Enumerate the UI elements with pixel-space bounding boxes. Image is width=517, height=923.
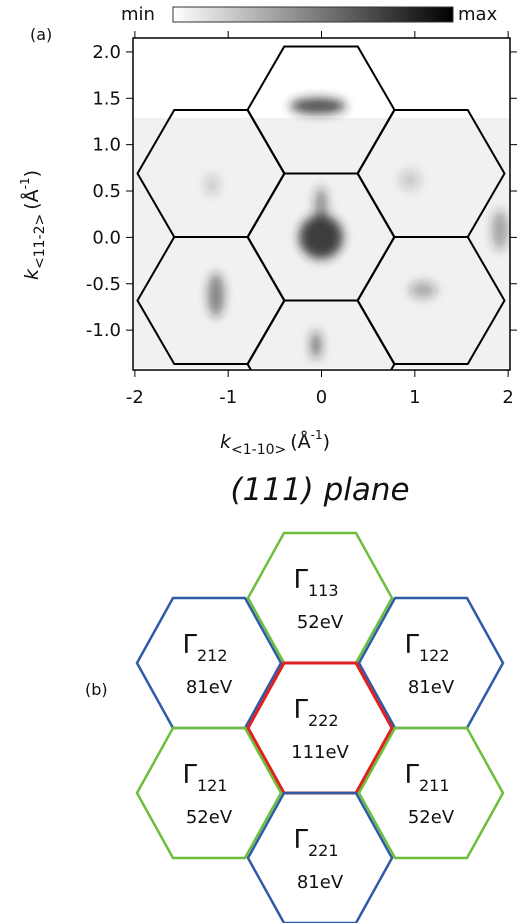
x-label-subscript: <1-10> bbox=[231, 442, 286, 458]
zone-index: 121 bbox=[197, 776, 228, 795]
zone-symbol: Γ bbox=[182, 760, 197, 790]
zone-hexagon bbox=[246, 791, 394, 923]
zone-symbol: Γ bbox=[404, 630, 419, 660]
zone-symbol: Γ bbox=[293, 565, 308, 595]
y-label-unit: (Å bbox=[20, 189, 43, 209]
zone-hexagon bbox=[135, 726, 283, 860]
x-tick-label: -2 bbox=[126, 387, 144, 408]
zone-diagram: Γ11352eVΓ21281eVΓ12281eVΓ222111eVΓ12152e… bbox=[135, 531, 505, 923]
zone-name: Γ221 bbox=[293, 825, 338, 860]
zone-index: 113 bbox=[308, 581, 339, 600]
x-label-symbol: k bbox=[220, 431, 232, 453]
chart-title: (111) plane bbox=[230, 472, 409, 508]
axes: -2 -1 0 1 2 2.0 1.5 1.0 0.5 0.0 -0.5 -1.0 bbox=[86, 31, 517, 408]
x-label-unit-close: ) bbox=[323, 431, 330, 453]
zone-energy: 81eV bbox=[186, 677, 233, 698]
zone-name: Γ211 bbox=[404, 760, 449, 795]
x-tick-label: 2 bbox=[502, 387, 513, 408]
zone-index: 221 bbox=[308, 841, 339, 860]
colorbar bbox=[172, 6, 454, 23]
x-tick-label: -1 bbox=[219, 387, 237, 408]
zone-hexagon bbox=[357, 726, 505, 860]
zone-index: 122 bbox=[419, 646, 450, 665]
zone-index: 222 bbox=[308, 711, 339, 730]
y-tick-label: 1.0 bbox=[92, 135, 121, 156]
zone-name: Γ113 bbox=[293, 565, 338, 600]
y-tick-label: 2.0 bbox=[92, 42, 121, 63]
zone-symbol: Γ bbox=[182, 630, 197, 660]
zone-index: 212 bbox=[197, 646, 228, 665]
zone-name: Γ222 bbox=[293, 695, 338, 730]
y-tick-label: -1.0 bbox=[86, 320, 121, 341]
zone-energy: 52eV bbox=[408, 807, 455, 828]
y-label-unit-close: ) bbox=[21, 170, 43, 177]
zone-energy: 52eV bbox=[297, 612, 344, 633]
y-tick-label: 1.5 bbox=[92, 88, 121, 109]
zone-outline bbox=[356, 236, 506, 365]
zone-outline bbox=[136, 236, 286, 365]
zone-index: 211 bbox=[419, 776, 450, 795]
y-tick-label: 0.0 bbox=[92, 227, 121, 248]
panel-label: (b) bbox=[85, 680, 108, 699]
x-label-unit-sup: -1 bbox=[311, 428, 323, 442]
y-label-symbol: k bbox=[21, 268, 43, 280]
zone-energy: 81eV bbox=[297, 872, 344, 893]
x-label-unit: (Å bbox=[290, 430, 310, 453]
zone-symbol: Γ bbox=[293, 825, 308, 855]
panel-label: (a) bbox=[30, 25, 52, 44]
brillouin-zones bbox=[136, 45, 506, 370]
zone-name: Γ212 bbox=[182, 630, 227, 665]
zone-symbol: Γ bbox=[404, 760, 419, 790]
y-tick-label: -0.5 bbox=[86, 274, 121, 295]
x-axis-label: k<1-10> (Å-1) bbox=[220, 428, 330, 458]
zone-name: Γ122 bbox=[404, 630, 449, 665]
x-tick-label: 0 bbox=[316, 387, 327, 408]
zone-symbol: Γ bbox=[293, 695, 308, 725]
y-label-unit-sup: -1 bbox=[18, 177, 32, 189]
zone-energy: 111eV bbox=[291, 742, 349, 763]
intensity-map bbox=[133, 98, 510, 368]
colorbar-max: max bbox=[458, 4, 498, 25]
zone-energy: 81eV bbox=[408, 677, 455, 698]
x-tick-label: 1 bbox=[409, 387, 420, 408]
y-tick-label: 0.5 bbox=[92, 181, 121, 202]
zone-name: Γ121 bbox=[182, 760, 227, 795]
colorbar-min: min bbox=[121, 4, 155, 25]
zone-energy: 52eV bbox=[186, 807, 233, 828]
y-label-subscript: <11-2> bbox=[32, 214, 48, 269]
y-axis-label: k<11-2> (Å-1) bbox=[18, 170, 48, 280]
